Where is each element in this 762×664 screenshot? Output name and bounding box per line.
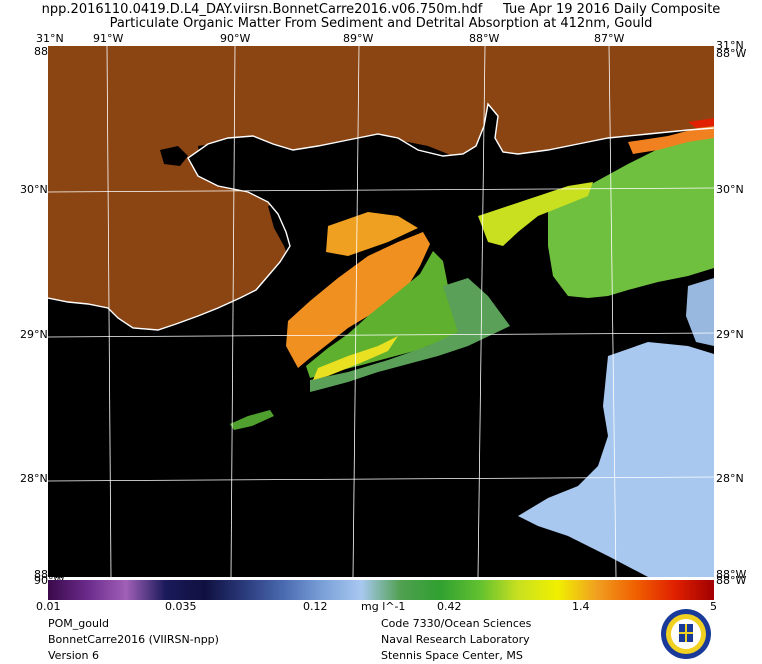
open-gulf-lightblue: [518, 342, 714, 577]
offshore-green-patch: [230, 410, 274, 430]
dataset-name: BonnetCarre2016 (VIIRSN-npp): [48, 633, 219, 646]
corner-label-top-right: 31°N: [716, 39, 744, 52]
colorbar-tick-0-01: 0.01: [36, 600, 61, 613]
graticule: [48, 46, 714, 577]
colorbar-tick-0-035: 0.035: [165, 600, 197, 613]
lat-label-right-29n: 29°N: [716, 328, 744, 341]
corner-label-top-left: 31°N: [36, 32, 64, 45]
coastal-orange-east: [628, 126, 714, 154]
map-title-line-2: Particulate Organic Matter From Sediment…: [109, 16, 653, 31]
colorbar-tick-1-4: 1.4: [572, 600, 590, 613]
lat-label-right-28n: 28°N: [716, 472, 744, 485]
lat-label-left-28n: 28°N: [20, 472, 48, 485]
coastal-green-east: [548, 132, 714, 298]
lake-pontchartrain: [198, 142, 280, 182]
open-gulf-lightblue-2: [686, 278, 714, 346]
lat-label-left-29n: 29°N: [20, 328, 48, 341]
coastal-yellow-east: [478, 182, 593, 246]
mississippi-sound: [308, 138, 468, 174]
map-title-line-1: npp.2016110.0419.D.L4_DAY.viirsn.BonnetC…: [41, 2, 721, 17]
lon-label-89w: 89°W: [343, 32, 374, 45]
lake-maurepas: [160, 146, 188, 166]
coastline: [48, 102, 714, 331]
lon-label-88w: 88°W: [469, 32, 500, 45]
lat-label-left-30n: 30°N: [20, 183, 48, 196]
plume-green: [306, 251, 468, 378]
lon-label-90w: 90°W: [220, 32, 251, 45]
product-name: POM_gould: [48, 617, 110, 630]
satellite-map[interactable]: [48, 46, 714, 577]
colorbar-units: mg l^-1: [361, 600, 406, 613]
plume-orange: [286, 232, 430, 368]
lat-label-right-30n: 30°N: [716, 183, 744, 196]
org-name: Naval Research Laboratory: [381, 633, 530, 646]
lon-label-91w: 91°W: [93, 32, 124, 45]
lon-label-87w: 87°W: [594, 32, 625, 45]
plume-orange-north: [326, 212, 418, 256]
org-location: Stennis Space Center, MS: [381, 649, 523, 662]
org-code: Code 7330/Ocean Sciences: [381, 617, 532, 630]
colorbar-tick-0-42: 0.42: [437, 600, 462, 613]
plume-green-offshore: [310, 278, 510, 392]
corner-label-bottom-right: 88°W: [716, 568, 747, 581]
colorbar-tick-0-12: 0.12: [303, 600, 328, 613]
coastal-red-east: [688, 118, 714, 128]
land-mass: [48, 46, 714, 330]
corner-label-bottom-right-under: 88°W: [716, 574, 747, 587]
colorbar-gradient: [48, 580, 714, 600]
version-label: Version 6: [48, 649, 99, 662]
corner-label-mid-right: 88°W: [716, 47, 747, 60]
nrl-logo: [661, 609, 711, 659]
colorbar: [48, 580, 714, 600]
colorbar-tick-5: 5: [710, 600, 717, 613]
logo-cross: [679, 624, 693, 642]
